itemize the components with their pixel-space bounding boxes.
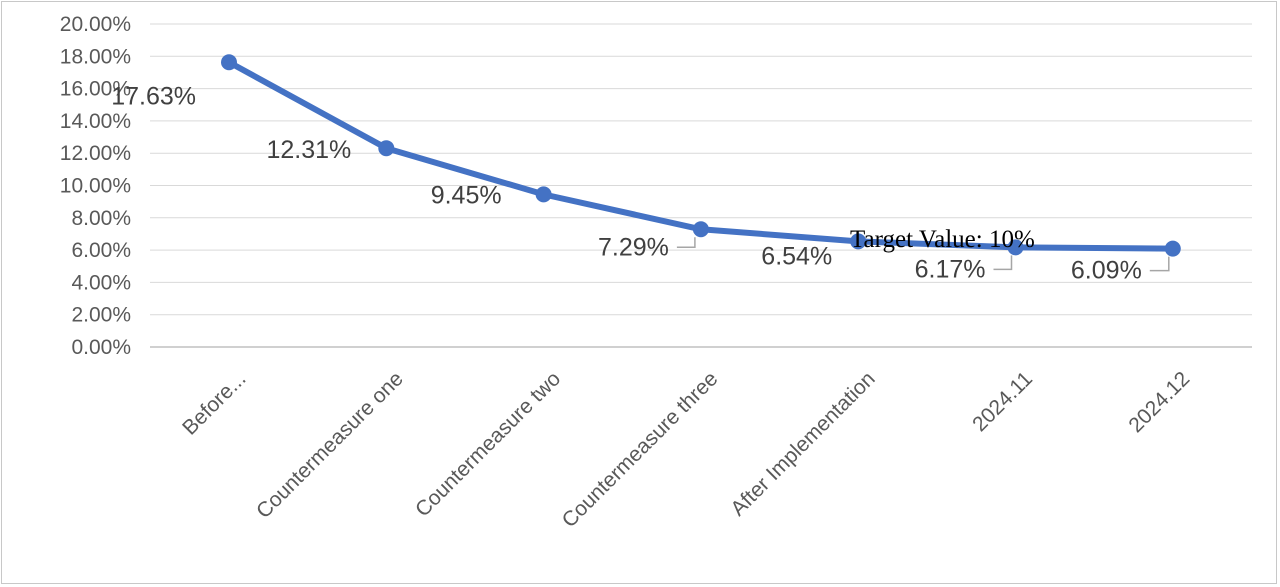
x-category-label: Countermeasure two [411,367,565,521]
leader-line [1149,256,1170,272]
y-tick-label: 8.00% [71,207,131,230]
x-category-label: 2024.11 [968,367,1037,436]
series-line [226,59,1176,252]
y-tick-label: 14.00% [60,110,131,133]
gridlines [150,23,1252,348]
y-tick-label: 6.00% [71,239,131,262]
data-point [535,186,552,203]
x-category-label: Countermeasure one [252,367,408,523]
x-category-label: Countermeasure three [558,367,723,532]
series-points [221,54,1181,257]
y-tick-label: 12.00% [60,142,131,165]
x-category-label: After Implementation [726,367,879,520]
data-label: 6.09% [1071,257,1142,285]
data-point [221,54,237,71]
leader-line [676,237,696,249]
data-point [692,221,709,238]
y-tick-label: 18.00% [60,45,131,68]
data-label: 9.45% [431,181,502,209]
y-tick-label: 16.00% [60,78,131,101]
data-point [850,233,867,250]
y-tick-label: 20.00% [60,13,131,36]
data-label: 6.54% [761,242,832,270]
data-label: 6.17% [915,255,986,283]
y-tick-label: 4.00% [71,271,131,294]
data-label: 12.31% [267,136,352,164]
data-labels: 17.63% 12.31% 9.45% 7.29% 6.54% 6.17% 6.09% [111,82,1142,284]
x-axis-category-labels: Before... Countermeasure one Countermeasur… [178,367,1194,532]
target-value-annotation: Target Value: 10% [850,226,1035,253]
data-label-leaders [676,237,1170,272]
data-point [1164,240,1181,257]
data-label: 17.63% [111,82,196,110]
y-tick-label: 0.00% [71,336,131,359]
data-point [1007,239,1024,256]
y-tick-label: 2.00% [71,304,131,327]
data-label: 7.29% [598,233,669,261]
x-category-label: 2024.12 [1124,367,1194,437]
x-category-label: Before... [178,367,250,439]
y-axis-tick-labels: 0.00% 2.00% 4.00% 6.00% 8.00% 10.00% 12.00% 14.… [60,13,131,359]
y-tick-label: 10.00% [60,175,131,198]
leader-line [993,255,1013,271]
data-point [378,140,395,157]
